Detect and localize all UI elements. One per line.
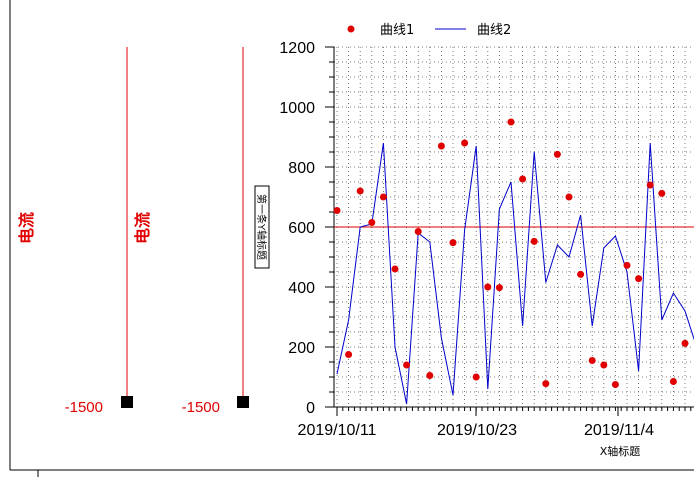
- series-point-curve1: [588, 357, 596, 364]
- y-axis-title-box: [254, 185, 270, 269]
- series-point-curve1: [646, 181, 654, 189]
- series-point-curve1: [356, 187, 364, 195]
- y-tick-label: 0: [306, 400, 315, 417]
- x-tick-label: 2019/10/23: [437, 422, 517, 439]
- series-point-curve1: [495, 284, 503, 292]
- legend-marker-curve1: [347, 25, 355, 33]
- legend-label-curve2: 曲线2: [477, 23, 511, 38]
- x-tick-label: 2019/10/11: [298, 422, 377, 439]
- series-point-curve1: [669, 378, 677, 385]
- series-point-curve1: [635, 275, 643, 283]
- series-point-curve1: [449, 239, 457, 247]
- series-point-curve1: [519, 175, 527, 183]
- x-tick-label: 2019/11/4: [584, 422, 654, 439]
- series-point-curve1: [461, 139, 469, 147]
- series-point-curve1: [577, 270, 585, 278]
- series-point-curve1: [484, 283, 492, 291]
- series-point-curve1: [437, 142, 445, 150]
- y-tick-label: 200: [288, 340, 315, 357]
- series-point-curve1: [600, 361, 608, 369]
- y-tick-label: 400: [288, 280, 315, 297]
- x-axis-title: X轴标题: [600, 444, 641, 458]
- y-axis-title: 第一条Y轴标题: [255, 194, 268, 260]
- extra-axis-handle: [237, 396, 249, 408]
- extra-axis-handle: [121, 396, 133, 408]
- series-point-curve1: [658, 189, 666, 197]
- series-point-curve1: [530, 237, 538, 245]
- y-tick-label: 800: [288, 160, 315, 177]
- series-point-curve1: [507, 118, 515, 126]
- series-point-curve1: [472, 373, 480, 381]
- extra-axis-min-label: -1500: [182, 399, 220, 416]
- series-point-curve1: [403, 361, 411, 369]
- y-tick-label: 1000: [279, 100, 315, 117]
- series-point-curve1: [368, 219, 376, 226]
- series-point-curve1: [542, 380, 550, 388]
- extra-axis-title: 电流: [133, 212, 152, 244]
- series-point-curve1: [681, 339, 689, 347]
- series-point-curve1: [345, 351, 353, 358]
- series-point-curve1: [565, 193, 573, 201]
- legend-label-curve1: 曲线1: [380, 23, 414, 38]
- series-line-curve2: [336, 142, 694, 405]
- extra-axis-min-label: -1500: [65, 399, 103, 416]
- series-point-curve1: [379, 193, 387, 201]
- series-point-curve1: [611, 381, 619, 388]
- extra-axis-title: 电流: [17, 212, 36, 244]
- series-point-curve1: [391, 265, 399, 273]
- y-axis-title-group: 第一条Y轴标题: [254, 185, 270, 269]
- series-point-curve1: [623, 261, 631, 269]
- y-tick-label: 600: [288, 220, 315, 237]
- series-point-curve1: [414, 228, 422, 235]
- series-point-curve1: [426, 372, 434, 379]
- y-tick-label: 1200: [279, 40, 315, 57]
- series-point-curve1: [333, 207, 341, 214]
- series-point-curve1: [553, 150, 561, 158]
